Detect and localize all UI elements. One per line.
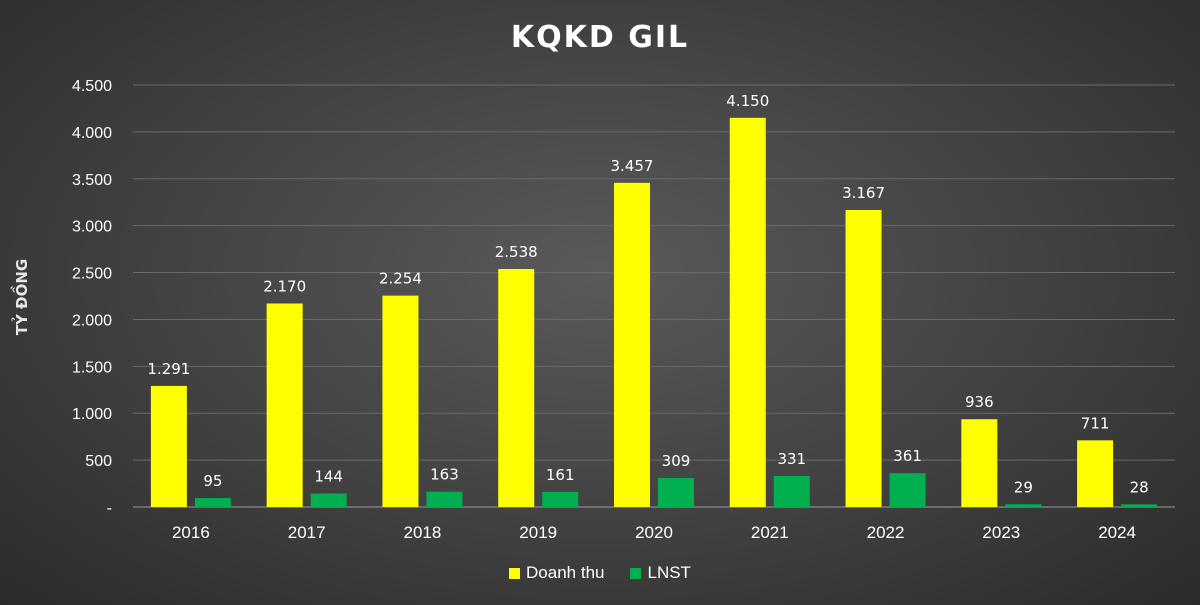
x-tick-label-2018: 2018 <box>404 523 442 542</box>
x-tick-label-2016: 2016 <box>172 523 210 542</box>
bar-lnst-2020 <box>658 478 694 507</box>
bar-lnst-2019 <box>542 491 579 507</box>
gridlines <box>133 84 1175 508</box>
x-tick-label-2019: 2019 <box>519 523 557 542</box>
x-tick-label-2023: 2023 <box>982 523 1020 542</box>
bar-lnst-2023 <box>1005 504 1042 507</box>
bar-doanh-thu-2019 <box>498 268 535 507</box>
bar-lnst-2018 <box>426 491 463 507</box>
data-label-doanh-thu-2022: 3.167 <box>842 184 885 202</box>
data-label-doanh-thu-2021: 4.150 <box>726 92 769 110</box>
data-label-lnst-2021: 331 <box>777 450 806 468</box>
y-tick-label: 1.000 <box>72 406 112 423</box>
y-tick-label: 3.000 <box>72 219 112 236</box>
bar-doanh-thu-2024 <box>1077 440 1114 507</box>
data-label-lnst-2019: 161 <box>546 466 575 484</box>
data-label-doanh-thu-2020: 3.457 <box>611 157 654 175</box>
bars <box>150 117 1158 508</box>
y-axis-ticks: - 500 1.000 1.500 2.000 2.500 3.000 3.500 4.000 4… <box>72 78 112 517</box>
bar-doanh-thu-2023 <box>961 419 998 507</box>
x-tick-label-2021: 2021 <box>751 523 789 542</box>
legend-item-doanh-thu: Doanh thu <box>509 563 604 583</box>
bar-lnst-2022 <box>889 473 926 507</box>
bar-doanh-thu-2022 <box>845 210 882 507</box>
bar-lnst-2021 <box>773 475 810 507</box>
legend-item-lnst: LNST <box>630 563 691 583</box>
x-tick-label-2020: 2020 <box>635 523 673 542</box>
chart-title: KQKD GIL <box>510 20 690 55</box>
bar-doanh-thu-2016 <box>150 385 187 507</box>
y-tick-label: - <box>107 500 112 517</box>
y-tick-label: 4.500 <box>72 78 112 95</box>
data-label-lnst-2022: 361 <box>893 447 922 465</box>
data-label-doanh-thu-2019: 2.538 <box>495 243 538 261</box>
data-label-lnst-2017: 144 <box>314 467 343 485</box>
data-label-lnst-2020: 309 <box>662 452 691 470</box>
y-tick-label: 4.000 <box>72 125 112 142</box>
legend-swatch-doanh-thu <box>509 567 521 579</box>
x-tick-label-2017: 2017 <box>288 523 326 542</box>
y-tick-label: 1.500 <box>72 359 112 376</box>
bar-lnst-2024 <box>1121 504 1158 507</box>
data-label-doanh-thu-2023: 936 <box>965 393 994 411</box>
y-tick-label: 3.500 <box>72 172 112 189</box>
x-tick-label-2024: 2024 <box>1098 523 1136 542</box>
legend: Doanh thu LNST <box>0 563 1200 583</box>
legend-label-lnst: LNST <box>647 563 691 582</box>
bar-lnst-2016 <box>194 498 231 507</box>
data-label-doanh-thu-2017: 2.170 <box>263 278 306 296</box>
bar-doanh-thu-2020 <box>614 182 650 507</box>
bar-doanh-thu-2021 <box>729 117 766 508</box>
data-label-lnst-2016: 95 <box>203 472 222 490</box>
data-label-doanh-thu-2024: 711 <box>1081 414 1110 432</box>
y-tick-label: 2.000 <box>72 312 112 329</box>
data-labels: 1.291 95 2.170 144 2.254 163 2.538 161 3.457 309 4… <box>147 92 1148 497</box>
bar-doanh-thu-2018 <box>382 295 419 507</box>
data-label-doanh-thu-2018: 2.254 <box>379 270 422 288</box>
legend-swatch-lnst <box>630 567 642 579</box>
data-label-lnst-2024: 28 <box>1130 478 1149 496</box>
legend-label-doanh-thu: Doanh thu <box>526 563 605 582</box>
y-tick-label: 500 <box>85 453 112 470</box>
bar-doanh-thu-2017 <box>266 303 303 507</box>
bar-lnst-2017 <box>310 493 347 507</box>
data-label-doanh-thu-2016: 1.291 <box>147 360 190 378</box>
x-tick-label-2022: 2022 <box>867 523 905 542</box>
x-axis-ticks: 2016 2017 2018 2019 2020 2021 2022 2023 2024 <box>172 523 1136 542</box>
y-tick-label: 2.500 <box>72 266 112 283</box>
data-label-lnst-2018: 163 <box>430 466 459 484</box>
data-label-lnst-2023: 29 <box>1014 478 1033 496</box>
